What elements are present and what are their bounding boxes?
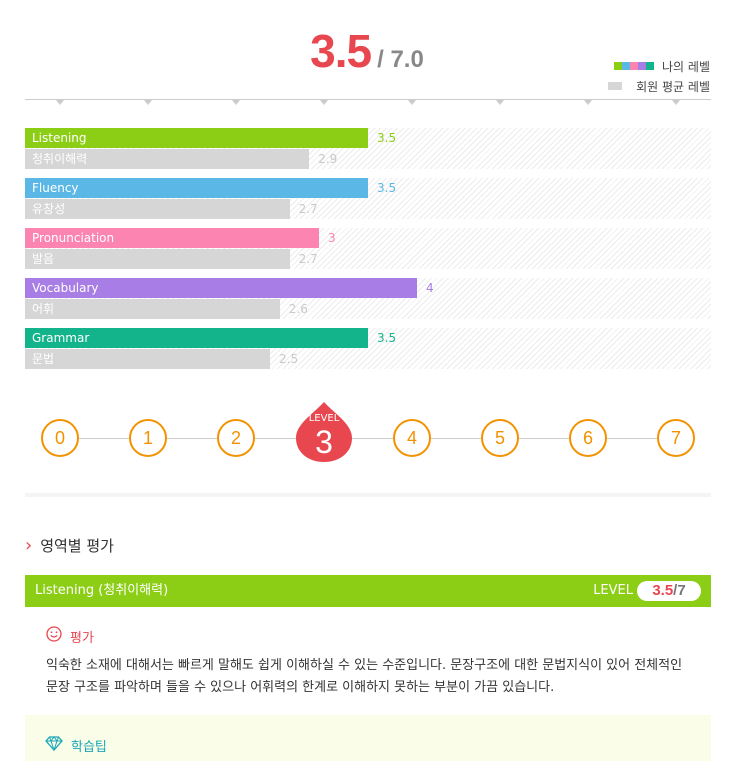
axis-tick: [672, 100, 680, 105]
bar-group: Fluency 유창성 3.5 2.7: [25, 178, 711, 219]
level-circle: 1: [129, 419, 167, 457]
value-label-mine: 3: [328, 231, 336, 245]
eval-title: 평가: [70, 630, 94, 646]
axis-tick: [232, 100, 240, 105]
tip-box: 학습팁: [25, 715, 711, 761]
eval-text: 익숙한 소재에 대해서는 빠르게 말해도 쉽게 이해하실 수 있는 수준입니다.…: [46, 658, 683, 695]
eval-heading: 평가: [46, 626, 94, 646]
bar-mine: [25, 178, 368, 198]
bar-mine: [25, 128, 368, 148]
tip-heading: 학습팁: [45, 736, 107, 755]
legend-mine-label: 나의 레벨: [662, 59, 710, 74]
legend-mine-swatch: [614, 62, 655, 70]
legend-avg: 회원 평균 레벨: [608, 76, 710, 96]
current-level-caption: LEVEL: [308, 413, 340, 424]
bar-avg: [25, 199, 290, 219]
score-max: / 7.0: [377, 46, 424, 73]
bar-group: Grammar 문법 3.5 2.5: [25, 328, 711, 369]
section-title: › 영역별 평가: [25, 535, 114, 556]
current-level-number: 3: [315, 424, 333, 460]
section-title-text: 영역별 평가: [40, 537, 114, 555]
bar-group: Vocabulary 어휘 4 2.6: [25, 278, 711, 319]
panel-level-label: LEVEL: [593, 583, 633, 598]
category-label-ko: 문법: [32, 352, 55, 366]
category-label-ko: 유창성: [32, 202, 66, 216]
level-circle: 0: [41, 419, 79, 457]
total-score: 3.5/ 7.0: [0, 24, 734, 78]
value-label-mine: 4: [426, 281, 434, 295]
category-label-ko: 청취이해력: [32, 152, 88, 166]
category-label: Vocabulary: [32, 281, 99, 295]
legend-mine: 나의 레벨: [608, 56, 710, 76]
chart-axis: [25, 99, 711, 100]
panel-header: Listening (청취이해력) LEVEL 3.5/7: [25, 575, 711, 607]
current-level-marker: LEVEL 3: [295, 400, 353, 462]
category-label: Pronunciation: [32, 231, 115, 245]
bar-group: Pronunciation 발음 3 2.7: [25, 228, 711, 269]
chevron-right-icon: ›: [25, 534, 33, 556]
level-circle: 4: [393, 419, 431, 457]
category-label: Listening: [32, 131, 87, 145]
value-label-avg: 2.7: [298, 202, 318, 216]
panel-score-pill: 3.5/7: [637, 581, 701, 601]
bar-avg: [25, 249, 290, 269]
bar-chart: Listening 청취이해력 3.5 2.9 Fluency 유창성 3.5 2.7 Pron…: [25, 128, 711, 378]
bar-avg: [25, 299, 280, 319]
value-label-mine: 3.5: [377, 131, 397, 145]
bar-mine: [25, 278, 417, 298]
score-value: 3.5: [310, 25, 372, 77]
level-scale: 0 1 2 LEVEL 3 4 5 6 7: [25, 400, 711, 480]
category-label: Fluency: [32, 181, 79, 195]
level-circle: 7: [657, 419, 695, 457]
axis-tick: [56, 100, 64, 105]
legend-avg-label: 회원 평균 레벨: [636, 79, 710, 94]
legend-avg-swatch: [608, 82, 623, 90]
value-label-avg: 2.6: [288, 302, 308, 316]
category-label-ko: 어휘: [32, 302, 55, 316]
bar-avg: [25, 149, 310, 169]
axis-tick: [320, 100, 328, 105]
diamond-icon: [45, 736, 63, 755]
bar-mine: [25, 228, 319, 248]
category-label: Grammar: [32, 331, 90, 345]
bar-mine: [25, 328, 368, 348]
value-label-mine: 3.5: [377, 181, 397, 195]
level-circle: 6: [569, 419, 607, 457]
value-label-avg: 2.7: [298, 252, 318, 266]
category-label-ko: 발음: [32, 252, 55, 266]
smile-icon: [46, 626, 62, 646]
bar-avg: [25, 349, 270, 369]
axis-tick: [144, 100, 152, 105]
axis-tick: [408, 100, 416, 105]
tip-title: 학습팁: [71, 740, 107, 755]
chart-legend: 나의 레벨 회원 평균 레벨: [608, 56, 710, 96]
axis-tick: [584, 100, 592, 105]
panel-score: 3.5: [652, 582, 674, 599]
divider: [25, 493, 711, 497]
value-label-avg: 2.5: [279, 352, 299, 366]
panel-title: Listening (청취이해력): [35, 583, 169, 598]
value-label-avg: 2.9: [318, 152, 338, 166]
level-circle: 5: [481, 419, 519, 457]
value-label-mine: 3.5: [377, 331, 397, 345]
level-line: [60, 438, 676, 439]
bar-group: Listening 청취이해력 3.5 2.9: [25, 128, 711, 169]
panel-out-of: /7: [673, 582, 686, 599]
axis-tick: [496, 100, 504, 105]
level-circle: 2: [217, 419, 255, 457]
